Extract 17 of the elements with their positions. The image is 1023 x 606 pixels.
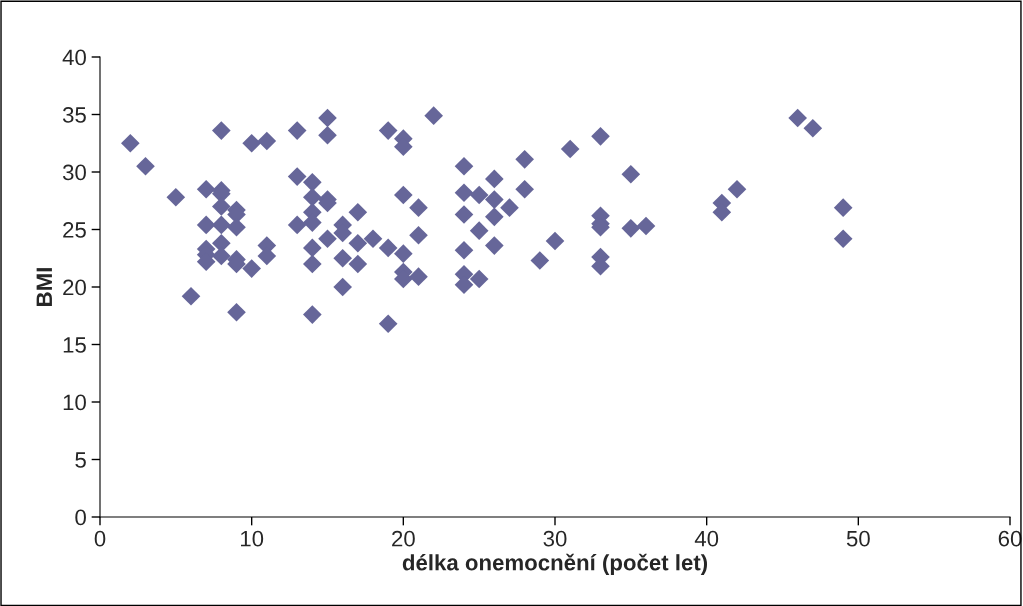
y-tick-label: 15	[63, 337, 86, 353]
y-tick-label: 35	[62, 107, 86, 123]
y-tick-label: 30	[62, 164, 86, 181]
y-tick-label: 25	[63, 222, 86, 238]
y-tick-label: 40	[62, 49, 86, 66]
y-axis-title: BMI	[36, 268, 52, 306]
y-tick-label: 20	[63, 279, 86, 296]
y-tick-label: 5	[75, 452, 86, 468]
y-tick-label: 10	[63, 394, 86, 411]
y-tick-label: 0	[75, 509, 86, 526]
x-tick-label: 30	[543, 530, 567, 547]
x-axis-title: délka onemocnění (počet let)	[402, 553, 708, 575]
x-tick-label: 10	[241, 530, 264, 547]
x-tick-label: 50	[846, 530, 870, 547]
x-tick-label: 20	[392, 530, 415, 547]
x-tick-label: 0	[94, 530, 106, 547]
x-tick-label: 40	[694, 530, 719, 547]
